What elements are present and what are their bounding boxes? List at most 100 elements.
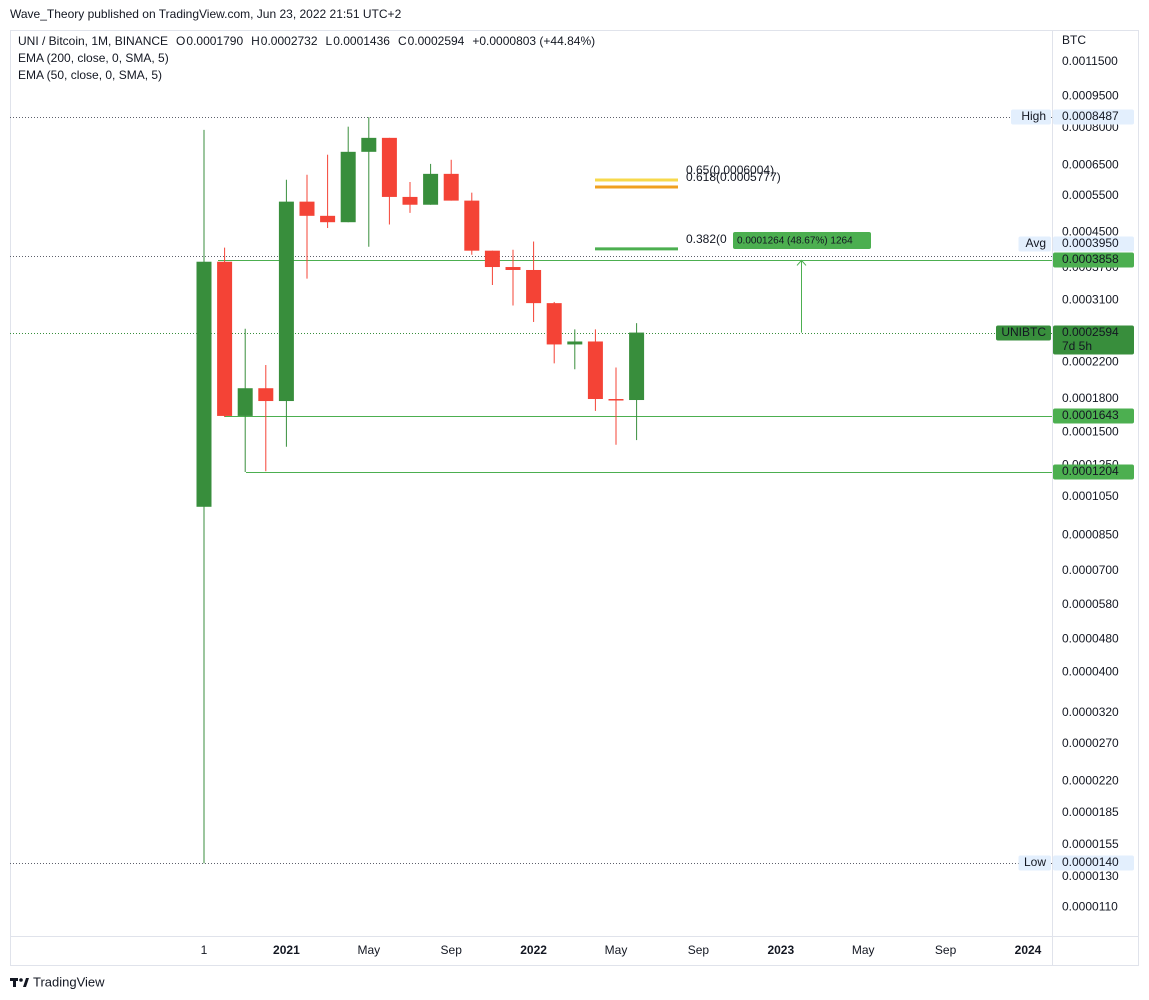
- candle-body: [340, 151, 356, 223]
- brand: TradingView: [33, 974, 105, 989]
- candle-body: [423, 173, 439, 205]
- candle-body: [402, 196, 418, 205]
- price-tag-value: 0.0001204: [1062, 464, 1119, 478]
- y-tick-label: 0.0011500: [1062, 54, 1118, 68]
- price-tag: [1053, 252, 1134, 268]
- price-tag-label: Low: [1024, 855, 1046, 869]
- x-tick-label: May: [605, 943, 628, 957]
- y-tick-label: 0.0001500: [1062, 424, 1119, 438]
- legend-text: 0.0002594: [408, 34, 465, 48]
- countdown: 7d 5h: [1062, 339, 1092, 353]
- legend-text: 0.0002732: [261, 34, 318, 48]
- measure-box: [733, 232, 871, 249]
- candle-body: [587, 341, 603, 400]
- x-tick-label: 2021: [273, 943, 300, 957]
- legend-text: 0.0001436: [333, 34, 390, 48]
- price-tag-label: High: [1021, 109, 1046, 123]
- chart-frame: [10, 30, 1139, 966]
- price-tag-label-box: [1018, 236, 1051, 252]
- legend-text: UNI / Bitcoin, 1M, BINANCE: [18, 34, 168, 48]
- y-tick-label: 0.0000480: [1062, 631, 1119, 645]
- candle-body: [258, 388, 274, 402]
- candle-body: [546, 303, 562, 345]
- fib-label: 0.618(0.0005777): [686, 170, 781, 184]
- candle-body: [464, 200, 480, 251]
- candle-body: [629, 332, 645, 401]
- logo: [10, 978, 29, 987]
- price-tag-value: 0.0008487: [1062, 109, 1119, 123]
- candle-body: [237, 388, 253, 416]
- candle-body: [567, 341, 583, 345]
- y-tick-label: 0.0000130: [1062, 869, 1119, 883]
- x-tick-label: Sep: [688, 943, 710, 957]
- price-tag-label: Avg: [1026, 236, 1046, 250]
- y-tick-label: 0.0009500: [1062, 89, 1119, 103]
- candle-body: [526, 269, 542, 304]
- legend-text: O: [176, 34, 185, 48]
- x-tick-label: 2023: [767, 943, 794, 957]
- y-tick-label: 0.0000320: [1062, 705, 1119, 719]
- price-tag: [1053, 109, 1134, 125]
- legend-text: 0.0001790: [186, 34, 243, 48]
- candle-body: [278, 201, 294, 402]
- y-tick-label: 0.0000270: [1062, 736, 1119, 750]
- measure-label: 0.0001264 (48.67%) 1264: [737, 236, 853, 247]
- y-tick-label: 0.0000400: [1062, 665, 1119, 679]
- legend-text: L: [326, 34, 333, 48]
- fib-label: 0.382(0: [686, 232, 727, 246]
- x-tick-label: May: [852, 943, 875, 957]
- indicator: EMA (200, close, 0, SMA, 5): [18, 51, 169, 65]
- x-tick-label: May: [357, 943, 380, 957]
- y-tick-label: 0.0005500: [1062, 188, 1119, 202]
- price-tag-value: 0.0003950: [1062, 236, 1119, 250]
- candle-body: [320, 215, 336, 223]
- price-tag-label-box: [1011, 109, 1051, 125]
- price-tag: [1053, 464, 1134, 480]
- y-tick-label: 0.0002200: [1062, 355, 1119, 369]
- candle-body: [443, 173, 459, 201]
- y-tick-label: 0.0000580: [1062, 597, 1119, 611]
- x-tick-label: 2022: [520, 943, 547, 957]
- legend-text: H: [251, 34, 260, 48]
- y-tick-label: 0.0000185: [1062, 805, 1119, 819]
- y-tick-label: 0.0000110: [1062, 899, 1118, 913]
- publisher: Wave_Theory published on TradingView.com…: [10, 7, 402, 21]
- candle-body: [217, 261, 233, 416]
- candle-body: [484, 250, 500, 268]
- measure-arrowhead: [796, 259, 807, 266]
- y-tick-label: 0.0006500: [1062, 158, 1119, 172]
- price-tag-label-box: [996, 325, 1051, 341]
- candle-body: [361, 137, 377, 152]
- y-tick-label: 0.0000155: [1062, 837, 1119, 851]
- x-tick-label: 2024: [1015, 943, 1042, 957]
- fib-label: 0.65(0.0006004): [686, 163, 774, 177]
- x-tick-label: 1: [201, 943, 208, 957]
- price-tag: [1053, 325, 1134, 355]
- candle-body: [608, 399, 624, 401]
- price-tag-value: 0.0001643: [1062, 408, 1119, 422]
- price-tag-value: 0.0002594: [1062, 325, 1119, 339]
- price-tag: [1053, 408, 1134, 424]
- indicator: EMA (50, close, 0, SMA, 5): [18, 68, 162, 82]
- y-tick-label: 0.0001800: [1062, 391, 1119, 405]
- x-tick-label: Sep: [935, 943, 957, 957]
- price-tag: [1053, 855, 1134, 871]
- y-tick-label: 0.0004500: [1062, 225, 1119, 239]
- price-tag-value: 0.0003858: [1062, 252, 1119, 266]
- price-tag-label-box: [1018, 855, 1051, 871]
- y-tick-label: 0.0003100: [1062, 292, 1119, 306]
- y-tick-label: 0.0000850: [1062, 528, 1119, 542]
- y-tick-label: 0.0000700: [1062, 563, 1119, 577]
- price-tag: [1053, 236, 1134, 252]
- candle-body: [505, 267, 521, 270]
- candle-body: [196, 261, 212, 507]
- price-tag-label: UNIBTC: [1001, 325, 1046, 339]
- legend-text: +0.0000803 (+44.84%): [472, 34, 595, 48]
- price-tag-value: 0.0000140: [1062, 855, 1119, 869]
- x-tick-label: Sep: [441, 943, 463, 957]
- candle-body: [299, 201, 315, 216]
- legend-text: C: [398, 34, 407, 48]
- y-tick-label: 0.0000220: [1062, 773, 1119, 787]
